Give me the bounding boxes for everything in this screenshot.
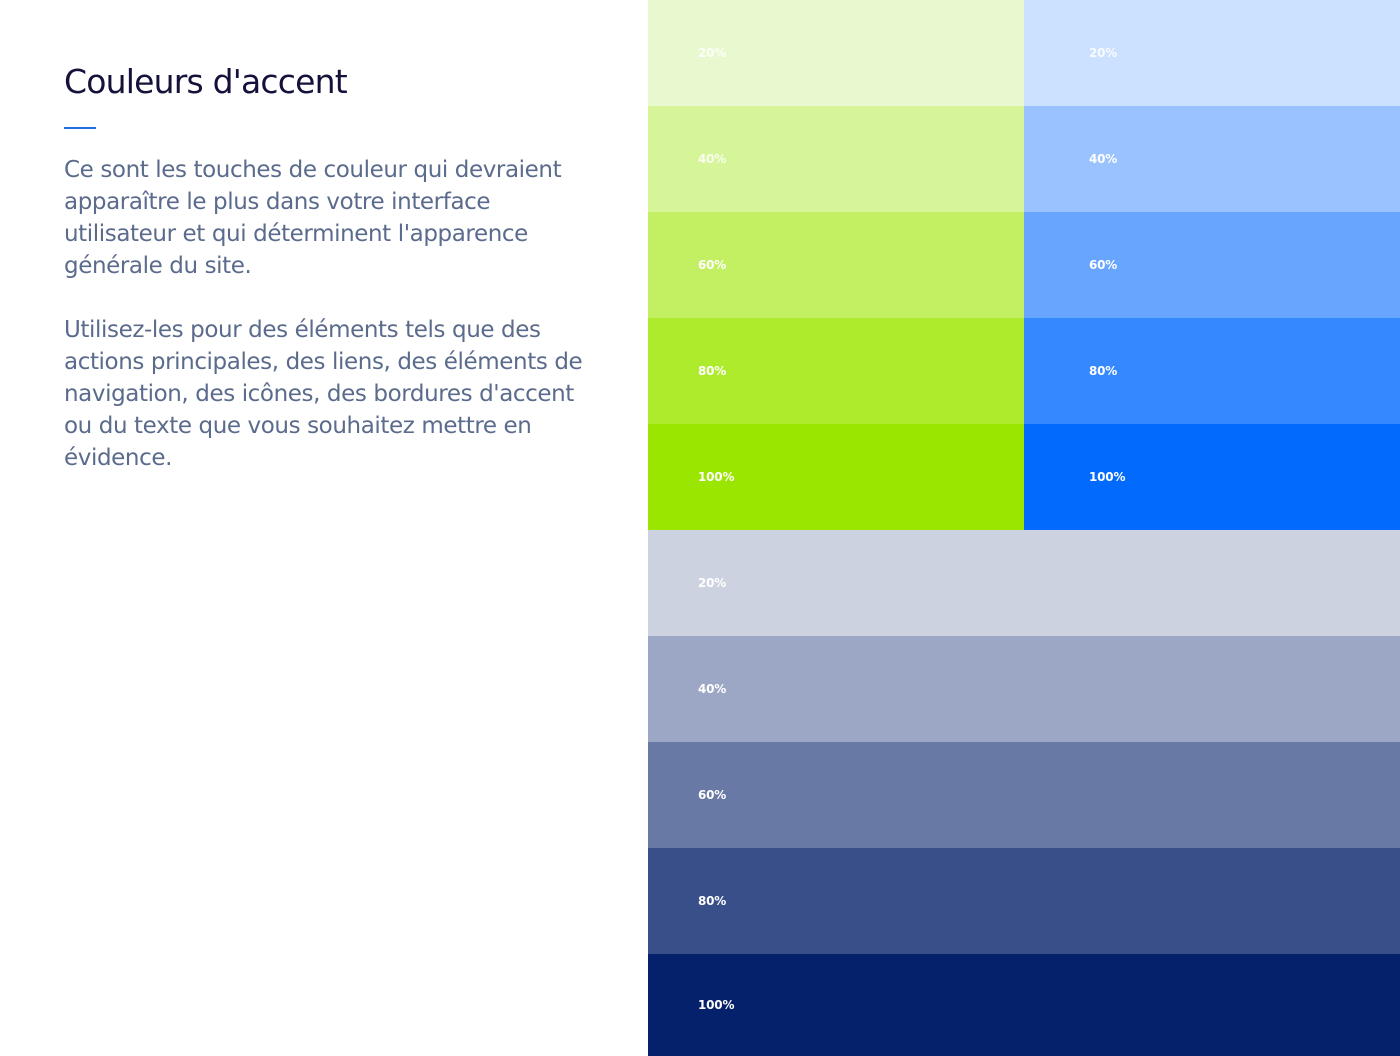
blue-swatch-100: 100%	[1024, 424, 1400, 530]
swatch-label: 40%	[1089, 152, 1118, 166]
green-swatch-80: 80%	[648, 318, 1024, 424]
description-paragraph-1: Ce sont les touches de couleur qui devra…	[64, 157, 562, 279]
swatch-label: 80%	[698, 894, 727, 908]
swatch-label: 60%	[698, 788, 727, 802]
navy-swatch-20: 20%	[648, 530, 1400, 636]
blue-swatch-20: 20%	[1024, 0, 1400, 106]
swatch-label: 80%	[1089, 364, 1118, 378]
swatch-label: 40%	[698, 682, 727, 696]
text-panel: Couleurs d'accent Ce sont les touches de…	[0, 0, 648, 1056]
swatch-label: 60%	[698, 258, 727, 272]
navy-swatch-60: 60%	[648, 742, 1400, 848]
swatch-label: 100%	[1089, 470, 1126, 484]
green-swatch-60: 60%	[648, 212, 1024, 318]
green-swatch-40: 40%	[648, 106, 1024, 212]
navy-swatch-80: 80%	[648, 848, 1400, 954]
swatch-label: 20%	[1089, 46, 1118, 60]
green-swatch-100: 100%	[648, 424, 1024, 530]
blue-swatch-60: 60%	[1024, 212, 1400, 318]
swatch-label: 20%	[698, 46, 727, 60]
description-paragraph-2: Utilisez-les pour des éléments tels que …	[64, 317, 583, 471]
swatch-label: 100%	[698, 470, 735, 484]
page-title: Couleurs d'accent	[64, 62, 348, 101]
swatch-label: 20%	[698, 576, 727, 590]
blue-swatch-40: 40%	[1024, 106, 1400, 212]
green-swatch-20: 20%	[648, 0, 1024, 106]
navy-swatch-100: 100%	[648, 954, 1400, 1056]
swatch-label: 80%	[698, 364, 727, 378]
title-accent-line	[64, 127, 96, 129]
swatch-label: 100%	[698, 998, 735, 1012]
navy-swatch-40: 40%	[648, 636, 1400, 742]
blue-swatch-80: 80%	[1024, 318, 1400, 424]
swatch-label: 60%	[1089, 258, 1118, 272]
swatch-label: 40%	[698, 152, 727, 166]
